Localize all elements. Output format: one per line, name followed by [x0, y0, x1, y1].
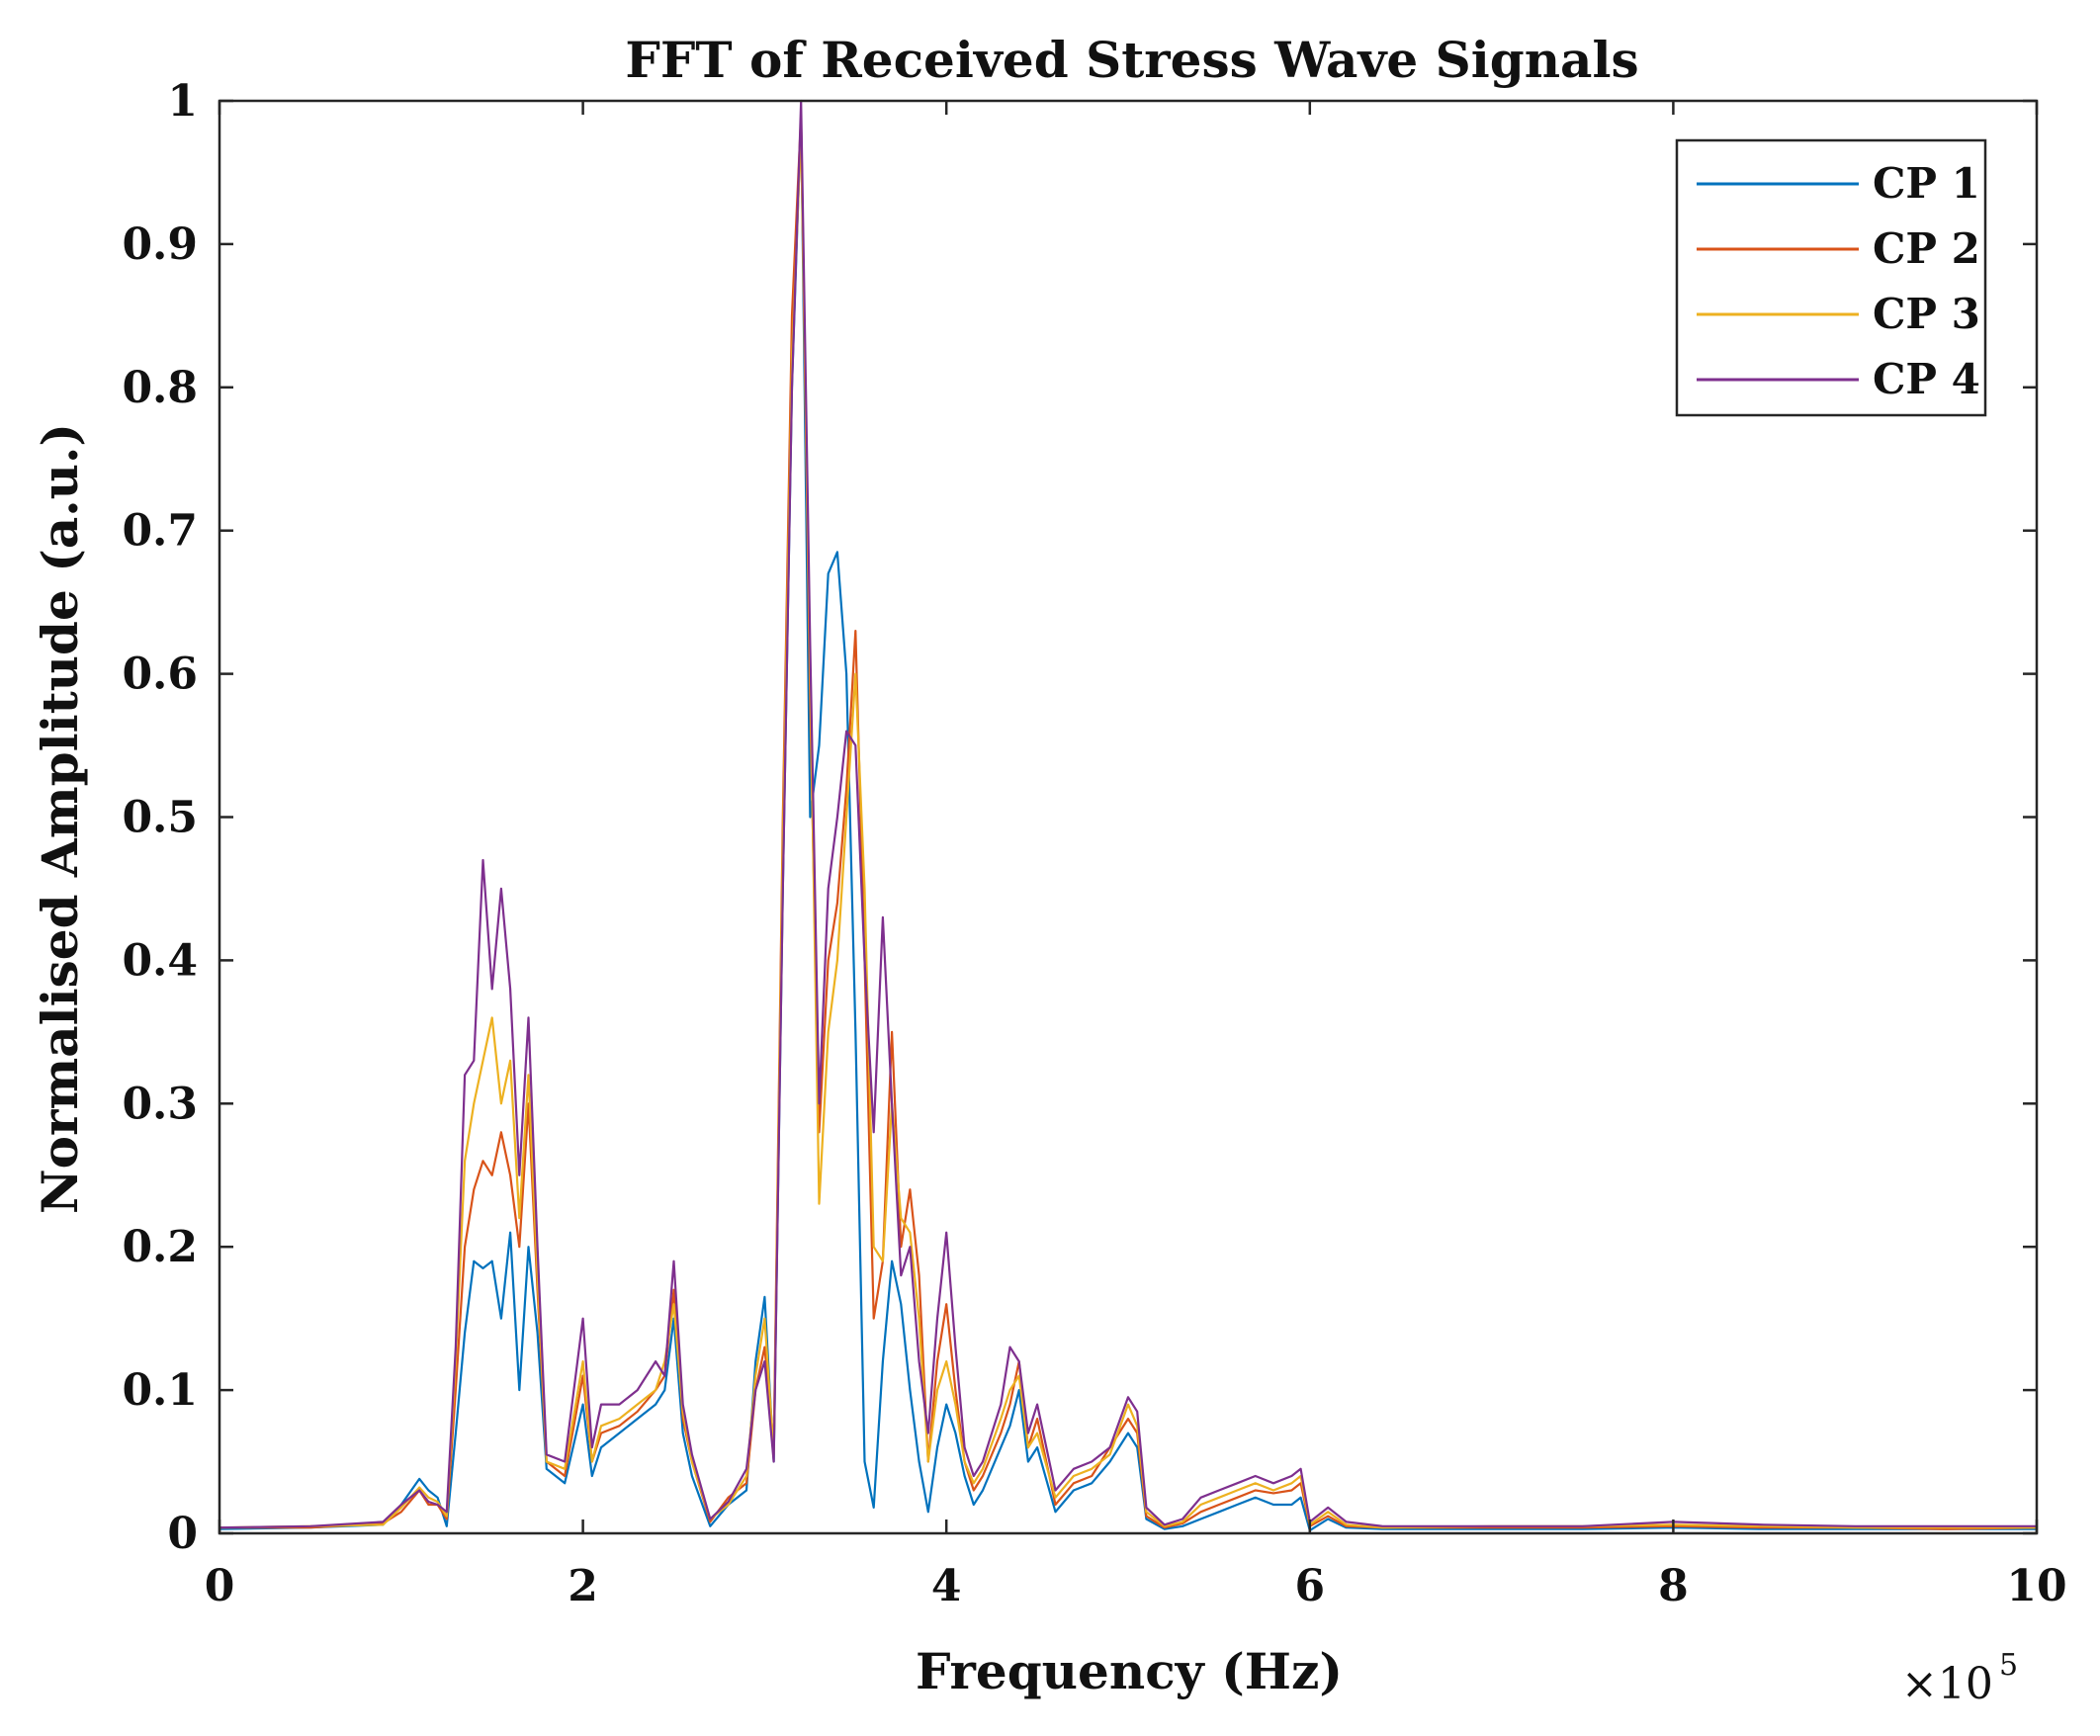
y-tick-label: 0.9 — [122, 219, 198, 270]
y-tick-label: 0.5 — [122, 793, 198, 843]
series-layer — [219, 99, 2038, 1532]
y-axis-label: Normalised Amplitude (a.u.) — [31, 423, 89, 1214]
legend-label-cp-3: CP 3 — [1873, 290, 1980, 338]
series-line-cp-3 — [219, 128, 2037, 1529]
tick-layer: 0 2 4 6 8 10 0 0.1 0.2 0.3 0.4 0.5 0.6 0.7 0.8 0.9 1 — [122, 76, 2066, 1611]
legend: CP 1 CP 2 CP 3 CP 4 — [1675, 138, 1987, 417]
y-tick-label: 0.7 — [122, 506, 198, 557]
y-tick-label: 0.6 — [122, 650, 198, 700]
x-tick-label: 8 — [1658, 1561, 1689, 1611]
legend-label-cp-2: CP 2 — [1873, 224, 1980, 273]
x-tick-label: 2 — [568, 1561, 598, 1611]
x-tick-label: 6 — [1294, 1561, 1325, 1611]
y-tick-label: 0.4 — [122, 935, 198, 986]
legend-label-cp-1: CP 1 — [1873, 159, 1980, 208]
x-tick-label: 10 — [2006, 1561, 2066, 1611]
y-tick-label: 0 — [167, 1509, 198, 1559]
chart-title: FFT of Received Stress Wave Signals — [625, 31, 1638, 89]
x-tick-label: 0 — [205, 1561, 235, 1611]
y-tick-label: 0.1 — [122, 1365, 198, 1416]
x-axis-label: Frequency (Hz) — [916, 1642, 1343, 1700]
y-tick-label: 1 — [167, 76, 198, 127]
x-multiplier-exponent: 5 — [1999, 1648, 2018, 1683]
y-tick-label: 0.8 — [122, 363, 198, 413]
x-multiplier: ×10 5 — [1901, 1648, 2018, 1709]
x-multiplier-base: ×10 — [1901, 1659, 1993, 1709]
legend-items: CP 1 CP 2 CP 3 CP 4 — [1697, 159, 1980, 403]
legend-box — [1675, 138, 1987, 417]
y-tick-label: 0.2 — [122, 1222, 198, 1272]
x-tick-label: 4 — [931, 1561, 962, 1611]
series-line-cp-4 — [219, 99, 2037, 1529]
series-line-cp-1 — [219, 114, 2037, 1532]
legend-label-cp-4: CP 4 — [1873, 355, 1980, 403]
y-tick-label: 0.3 — [122, 1079, 198, 1129]
